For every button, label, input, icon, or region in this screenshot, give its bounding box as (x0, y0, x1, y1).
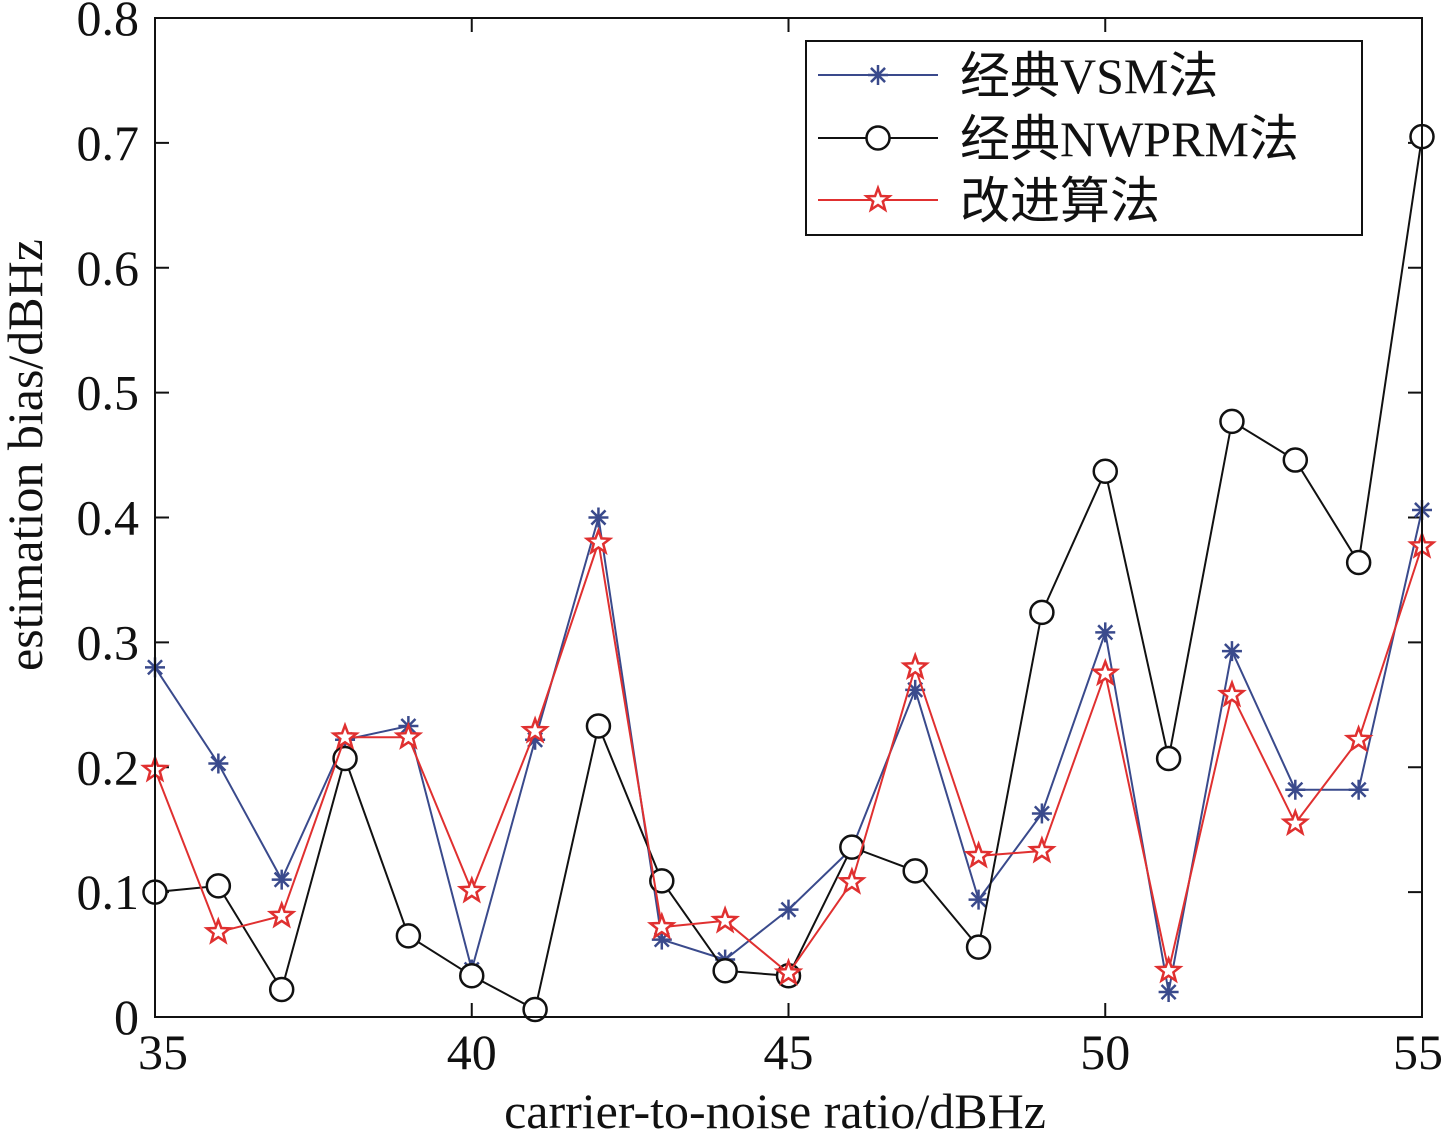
data-point (520, 715, 550, 744)
x-tick-label: 35 (138, 1024, 188, 1080)
legend-label: 经典NWPRM法 (960, 111, 1299, 167)
data-point (1343, 724, 1374, 753)
data-point (522, 996, 548, 1023)
data-point (393, 721, 424, 750)
x-tick-label: 50 (1080, 1024, 1130, 1080)
series-layer (140, 123, 1437, 1023)
data-point (1282, 447, 1309, 473)
legend-marker (868, 65, 888, 85)
data-point (395, 923, 422, 949)
data-point (773, 957, 804, 986)
data-point (1092, 458, 1118, 485)
y-tick-label: 0.2 (77, 739, 140, 795)
data-point (1345, 549, 1372, 576)
legend-label: 经典VSM法 (960, 48, 1218, 104)
y-tick-label: 0.5 (77, 365, 140, 421)
x-tick-label: 40 (447, 1024, 497, 1080)
data-point (205, 873, 232, 899)
series-3 (140, 526, 1437, 986)
data-point (1095, 622, 1116, 643)
legend-entry: 改进算法 (818, 173, 1160, 229)
y-tick-label: 0.1 (77, 864, 140, 920)
data-point (1090, 658, 1121, 687)
data-point (1348, 779, 1369, 800)
data-point (203, 916, 234, 945)
data-point (1153, 955, 1184, 984)
data-point (588, 507, 609, 528)
data-point (902, 858, 928, 884)
data-point (836, 866, 867, 895)
data-point (1221, 641, 1242, 662)
data-point (456, 875, 487, 904)
legend-marker (863, 184, 893, 213)
data-point (208, 753, 229, 774)
data-point (1031, 803, 1052, 824)
x-tick-label: 55 (1393, 1024, 1443, 1080)
data-point (963, 840, 994, 869)
data-point (1285, 779, 1306, 800)
data-point (330, 721, 360, 750)
data-point (1280, 807, 1311, 837)
data-point (1029, 599, 1055, 626)
data-point (646, 911, 677, 940)
data-point (271, 869, 292, 890)
data-point (266, 900, 297, 929)
data-point (1158, 982, 1179, 1003)
y-tick-label: 0.8 (77, 0, 140, 46)
data-point (1219, 408, 1245, 435)
data-point (1217, 679, 1247, 708)
data-point (712, 958, 738, 984)
data-point (1155, 745, 1182, 772)
data-point (710, 905, 741, 934)
data-point (965, 934, 992, 960)
y-tick-label: 0.7 (77, 115, 140, 171)
data-point (268, 976, 295, 1003)
x-tick-label: 45 (764, 1024, 814, 1080)
y-tick-label: 0 (114, 989, 139, 1045)
x-axis-label: carrier-to-noise ratio/dBHz (504, 1083, 1046, 1134)
y-tick-label: 0.3 (77, 614, 140, 670)
data-point (585, 713, 612, 739)
y-tick-label: 0.6 (77, 240, 140, 296)
legend-marker (865, 125, 891, 151)
data-point (778, 899, 799, 920)
legend-label: 改进算法 (960, 173, 1160, 229)
legend-entry: 经典VSM法 (818, 48, 1218, 104)
plot-frame (154, 17, 1423, 1018)
data-point (1027, 835, 1057, 864)
data-point (968, 889, 989, 910)
tick-labels: 35 40 45 50 55 0 0.1 0.2 0.3 0.4 0.5 0.6 0.7 0.8 (77, 0, 1444, 1080)
legend-entry: 经典NWPRM法 (818, 111, 1299, 167)
data-point (839, 834, 865, 860)
data-point (459, 963, 485, 989)
y-axis-label: estimation bias/dBHz (0, 239, 53, 671)
series-1 (145, 500, 1432, 1003)
data-point (900, 651, 931, 681)
data-point (583, 526, 614, 556)
y-tick-label: 0.4 (77, 490, 140, 546)
